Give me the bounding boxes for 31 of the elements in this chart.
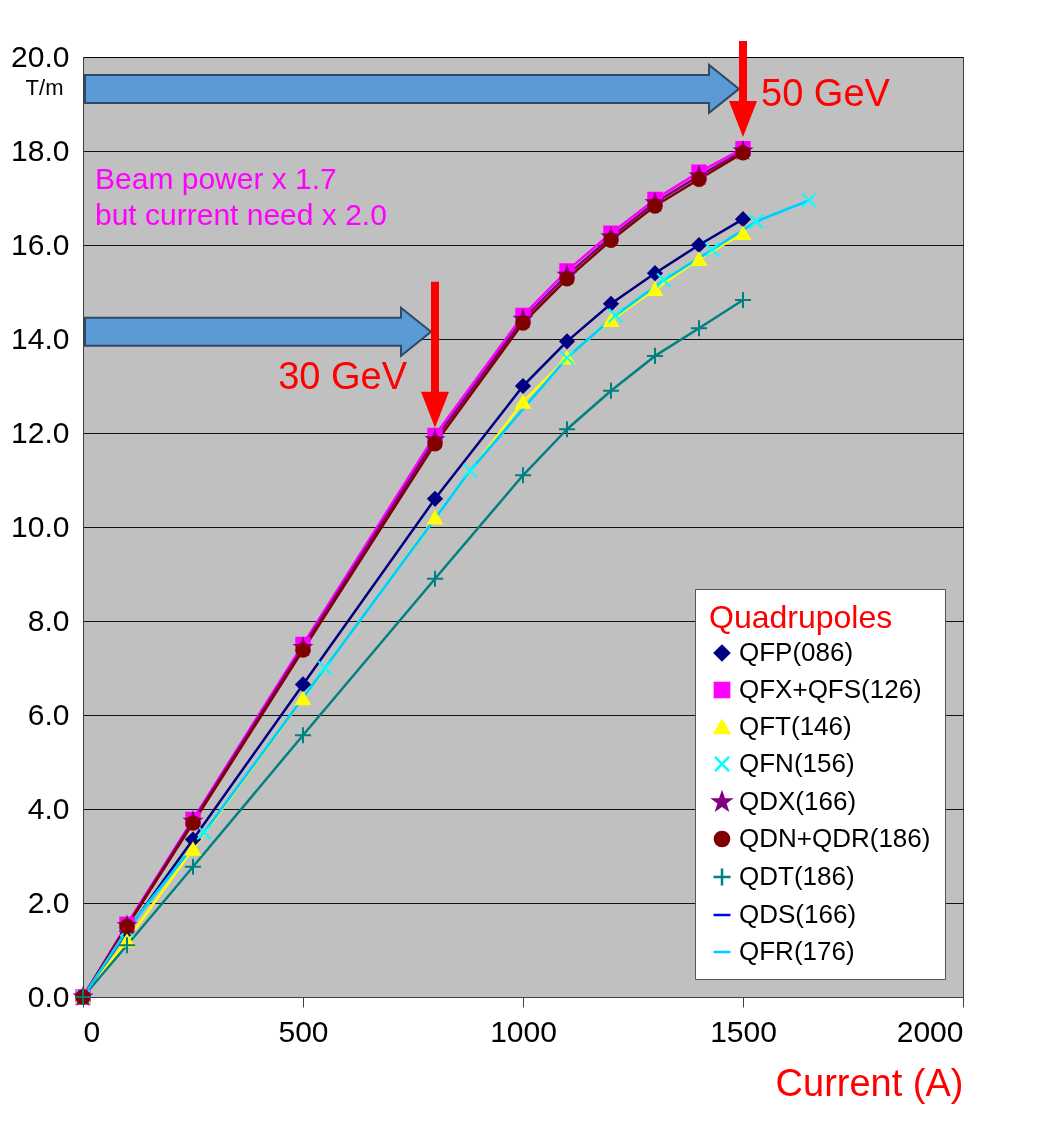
legend-label: QFT(146)	[739, 711, 852, 741]
y-tick-label: 0.0	[27, 979, 70, 1013]
y-tick-label: 8.0	[27, 603, 70, 637]
y-axis-title: T/m	[25, 74, 64, 100]
x-tick-label: 1500	[710, 1014, 777, 1048]
x-axis-title: Current (A)	[775, 1061, 964, 1104]
y-tick-label: 20.0	[11, 39, 70, 73]
x-tick-label: 500	[278, 1014, 329, 1048]
legend-label: QDX(166)	[739, 786, 857, 816]
y-tick-label: 18.0	[11, 133, 70, 167]
y-tick-label: 4.0	[27, 791, 70, 825]
annotation: 30 GeV	[278, 354, 408, 397]
x-tick-label: 2000	[896, 1014, 964, 1048]
x-tick-label: 0	[83, 1014, 101, 1048]
y-tick-label: 14.0	[11, 321, 70, 355]
legend-label: QFR(176)	[739, 936, 855, 966]
legend-label: QFP(086)	[739, 637, 854, 667]
annotation: 50 GeV	[761, 71, 891, 114]
x-tick-label: 1000	[490, 1014, 557, 1048]
legend-label: QDS(166)	[739, 899, 857, 929]
legend-label: QFN(156)	[739, 748, 855, 778]
legend-title: Quadrupoles	[709, 599, 893, 635]
legend-label: QDT(186)	[739, 861, 855, 891]
legend-label: QFX+QFS(126)	[739, 674, 922, 704]
y-tick-label: 6.0	[27, 697, 70, 731]
y-tick-label: 12.0	[11, 415, 70, 449]
annotation: Beam power x 1.7 but current need x 2.0	[95, 162, 387, 231]
y-tick-label: 2.0	[27, 885, 70, 919]
legend-label: QDN+QDR(186)	[739, 823, 931, 853]
y-tick-label: 10.0	[11, 509, 70, 543]
y-tick-label: 16.0	[11, 227, 70, 261]
